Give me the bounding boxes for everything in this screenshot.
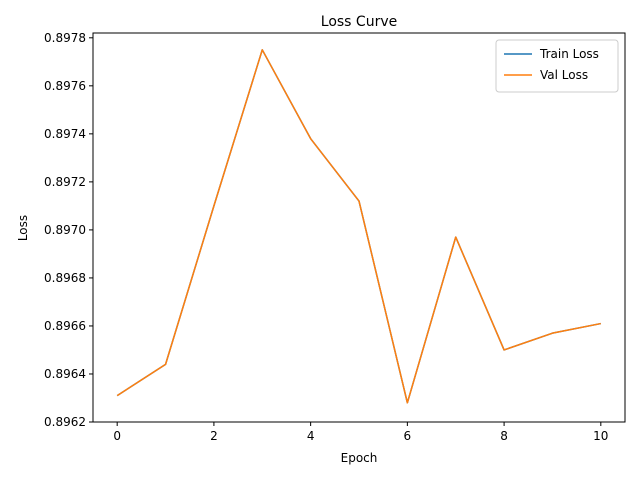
y-tick-label: 0.8972 xyxy=(44,175,86,189)
y-tick-label: 0.8970 xyxy=(44,223,86,237)
x-axis-label: Epoch xyxy=(341,451,378,465)
y-axis-label: Loss xyxy=(16,215,30,241)
y-tick-label: 0.8964 xyxy=(44,367,86,381)
x-tick-label: 0 xyxy=(113,429,121,443)
legend-label: Val Loss xyxy=(540,68,588,82)
x-tick-label: 10 xyxy=(593,429,608,443)
x-tick-label: 4 xyxy=(307,429,315,443)
y-tick-label: 0.8968 xyxy=(44,271,86,285)
y-tick-label: 0.8962 xyxy=(44,415,86,429)
y-tick-label: 0.8966 xyxy=(44,319,86,333)
y-tick-label: 0.8978 xyxy=(44,31,86,45)
x-tick-label: 8 xyxy=(500,429,508,443)
x-axis: 0 2 4 6 8 10 xyxy=(113,422,608,443)
series-line-val-loss xyxy=(116,49,601,404)
x-tick-label: 6 xyxy=(404,429,412,443)
x-tick-label: 2 xyxy=(210,429,218,443)
plot-area xyxy=(116,49,601,404)
y-tick-label: 0.8976 xyxy=(44,79,86,93)
legend: Train Loss Val Loss xyxy=(495,39,619,93)
y-tick-label: 0.8974 xyxy=(44,127,86,141)
y-axis: 0.8962 0.8964 0.8966 0.8968 0.8970 0.8972 0.89… xyxy=(44,31,93,429)
legend-box xyxy=(495,39,619,93)
legend-label: Train Loss xyxy=(539,47,599,61)
axes-frame xyxy=(92,32,626,423)
chart-title: Loss Curve xyxy=(321,14,397,30)
